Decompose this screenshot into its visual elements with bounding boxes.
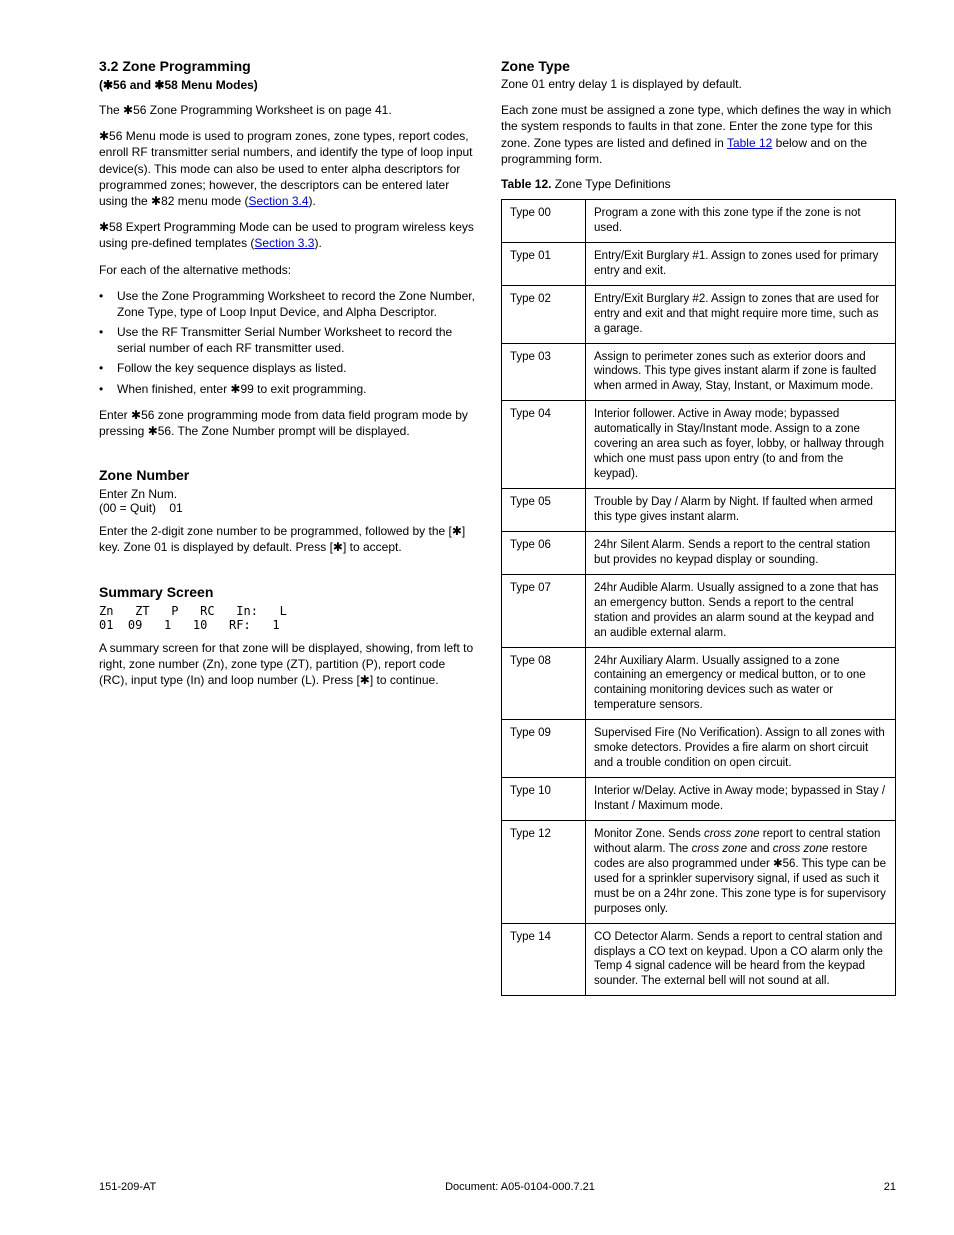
body-text: Enter the 2-digit zone number to be prog… bbox=[99, 523, 477, 555]
zone-type-cell: Type 10 bbox=[502, 778, 586, 821]
zone-type-cell: Type 14 bbox=[502, 923, 586, 996]
table-row: Type 0724hr Audible Alarm. Usually assig… bbox=[502, 574, 896, 647]
text: ). bbox=[314, 236, 321, 250]
body-text: A summary screen for that zone will be d… bbox=[99, 640, 477, 689]
list-item: •Follow the key sequence displays as lis… bbox=[99, 360, 477, 376]
bullet-marker: • bbox=[99, 381, 117, 397]
zone-type-cell: Type 05 bbox=[502, 489, 586, 532]
link-table-12[interactable]: Table 12 bbox=[727, 136, 772, 150]
zone-desc-cell: Supervised Fire (No Verification). Assig… bbox=[586, 720, 896, 778]
list-item-text: Use the Zone Programming Worksheet to re… bbox=[117, 288, 477, 320]
body-text: ✱58 Expert Programming Mode can be used … bbox=[99, 219, 477, 251]
zone-desc-cell: 24hr Audible Alarm. Usually assigned to … bbox=[586, 574, 896, 647]
zone-desc-cell: Entry/Exit Burglary #2. Assign to zones … bbox=[586, 285, 896, 343]
footer-left: 151-209-AT bbox=[99, 1181, 156, 1193]
zone-type-cell: Type 07 bbox=[502, 574, 586, 647]
list-item-text: When finished, enter ✱99 to exit program… bbox=[117, 381, 367, 397]
page-footer: 151-209-AT Document: A05-0104-000.7.21 2… bbox=[99, 1181, 896, 1193]
zone-desc-cell: Monitor Zone. Sends cross zone report to… bbox=[586, 820, 896, 923]
table-row: Type 0624hr Silent Alarm. Sends a report… bbox=[502, 531, 896, 574]
zone-desc-cell: 24hr Silent Alarm. Sends a report to the… bbox=[586, 531, 896, 574]
zone-type-cell: Type 01 bbox=[502, 242, 586, 285]
zone-desc-cell: Entry/Exit Burglary #1. Assign to zones … bbox=[586, 242, 896, 285]
zone-type-cell: Type 06 bbox=[502, 531, 586, 574]
table-row: Type 04Interior follower. Active in Away… bbox=[502, 401, 896, 489]
table-row: Type 09Supervised Fire (No Verification)… bbox=[502, 720, 896, 778]
bullet-marker: • bbox=[99, 324, 117, 356]
zone-desc-cell: Interior w/Delay. Active in Away mode; b… bbox=[586, 778, 896, 821]
zone-desc-cell: CO Detector Alarm. Sends a report to cen… bbox=[586, 923, 896, 996]
list-item-text: Use the RF Transmitter Serial Number Wor… bbox=[117, 324, 477, 356]
link-section-3-3[interactable]: Section 3.3 bbox=[254, 236, 314, 250]
bullet-marker: • bbox=[99, 360, 117, 376]
zone-type-cell: Type 00 bbox=[502, 199, 586, 242]
zone-desc-cell: Program a zone with this zone type if th… bbox=[586, 199, 896, 242]
zone-type-cell: Type 08 bbox=[502, 647, 586, 720]
body-text: Zone 01 entry delay 1 is displayed by de… bbox=[501, 76, 896, 92]
table-row: Type 03Assign to perimeter zones such as… bbox=[502, 343, 896, 401]
list-item: •When finished, enter ✱99 to exit progra… bbox=[99, 381, 477, 397]
table-caption: Table 12. Zone Type Definitions bbox=[501, 177, 896, 191]
table-row: Type 00Program a zone with this zone typ… bbox=[502, 199, 896, 242]
body-text: For each of the alternative methods: bbox=[99, 262, 477, 278]
body-text: Each zone must be assigned a zone type, … bbox=[501, 102, 896, 167]
body-text: ✱56 Menu mode is used to program zones, … bbox=[99, 128, 477, 209]
zone-type-cell: Type 04 bbox=[502, 401, 586, 489]
bullet-marker: • bbox=[99, 288, 117, 320]
body-text: Enter ✱56 zone programming mode from dat… bbox=[99, 407, 477, 439]
list-item: •Use the RF Transmitter Serial Number Wo… bbox=[99, 324, 477, 356]
subsection-title: Zone Type bbox=[501, 58, 896, 74]
zone-desc-cell: Assign to perimeter zones such as exteri… bbox=[586, 343, 896, 401]
section-title: 3.2 Zone Programming bbox=[99, 58, 477, 74]
subsection-title: Zone Number bbox=[99, 467, 477, 483]
zone-desc-cell: Interior follower. Active in Away mode; … bbox=[586, 401, 896, 489]
zone-type-cell: Type 03 bbox=[502, 343, 586, 401]
zone-type-cell: Type 02 bbox=[502, 285, 586, 343]
link-section-3-4[interactable]: Section 3.4 bbox=[248, 194, 308, 208]
list-item-text: Follow the key sequence displays as list… bbox=[117, 360, 346, 376]
table-row: Type 02Entry/Exit Burglary #2. Assign to… bbox=[502, 285, 896, 343]
subsection-title: Summary Screen bbox=[99, 584, 477, 600]
table-number: Table 12. bbox=[501, 177, 551, 191]
list-item: •Use the Zone Programming Worksheet to r… bbox=[99, 288, 477, 320]
table-row: Type 05Trouble by Day / Alarm by Night. … bbox=[502, 489, 896, 532]
table-row: Type 14CO Detector Alarm. Sends a report… bbox=[502, 923, 896, 996]
table-row: Type 12Monitor Zone. Sends cross zone re… bbox=[502, 820, 896, 923]
bullet-list: •Use the Zone Programming Worksheet to r… bbox=[99, 288, 477, 397]
zone-type-cell: Type 12 bbox=[502, 820, 586, 923]
table-row: Type 0824hr Auxiliary Alarm. Usually ass… bbox=[502, 647, 896, 720]
footer-right: 21 bbox=[884, 1181, 896, 1193]
table-title: Zone Type Definitions bbox=[551, 177, 670, 191]
display-example: Zn ZT P RC In: L 01 09 1 10 RF: 1 bbox=[99, 604, 477, 632]
zone-desc-cell: 24hr Auxiliary Alarm. Usually assigned t… bbox=[586, 647, 896, 720]
zone-desc-cell: Trouble by Day / Alarm by Night. If faul… bbox=[586, 489, 896, 532]
table-row: Type 10Interior w/Delay. Active in Away … bbox=[502, 778, 896, 821]
table-row: Type 01Entry/Exit Burglary #1. Assign to… bbox=[502, 242, 896, 285]
section-subtitle: (✱56 and ✱58 Menu Modes) bbox=[99, 78, 477, 92]
zone-type-table: Type 00Program a zone with this zone typ… bbox=[501, 199, 896, 996]
footer-center: Document: A05-0104-000.7.21 bbox=[445, 1181, 595, 1193]
text: ). bbox=[309, 194, 316, 208]
zone-type-cell: Type 09 bbox=[502, 720, 586, 778]
display-example: Enter Zn Num. (00 = Quit) 01 bbox=[99, 487, 477, 515]
body-text: The ✱56 Zone Programming Worksheet is on… bbox=[99, 102, 477, 118]
